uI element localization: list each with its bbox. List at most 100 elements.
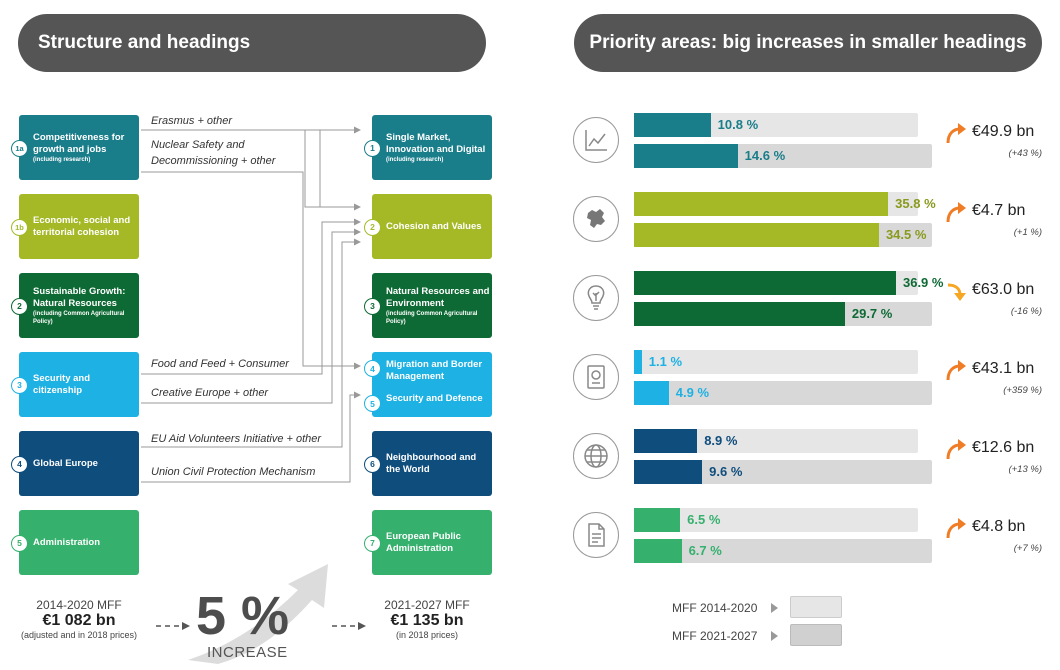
heading-title: Competitiveness for growth and jobs bbox=[33, 131, 125, 155]
change-amount: €4.8 bn bbox=[972, 518, 1026, 535]
bar-value-label: 34.5 % bbox=[885, 227, 927, 242]
heading-number: 3 bbox=[11, 376, 28, 394]
heading-number-5: 5 bbox=[364, 395, 381, 412]
arrow-down-icon bbox=[947, 283, 966, 301]
bar-track-2014: 35.8 % bbox=[634, 192, 936, 216]
right-heading-1: 1 Single Market, Innovation and Digital … bbox=[364, 115, 492, 180]
heading-number: 1 bbox=[364, 139, 381, 157]
bar-value-label: 35.8 % bbox=[895, 196, 936, 211]
bar-2021 bbox=[634, 302, 845, 326]
change-percent: (+43 %) bbox=[1008, 148, 1042, 159]
passport-icon bbox=[573, 354, 619, 400]
bar-track-2014: 10.8 % bbox=[634, 113, 918, 137]
heading-subtitle: (including Common Agricultural Policy) bbox=[33, 310, 125, 325]
left-heading-2: 2 Sustainable Growth: Natural Resources … bbox=[11, 273, 139, 338]
change-amount: €63.0 bn bbox=[972, 281, 1035, 298]
legend-label-2021: MFF 2021-2027 bbox=[672, 629, 758, 643]
bar-value-label: 14.6 % bbox=[744, 148, 786, 163]
bar-value-label: 36.9 % bbox=[902, 275, 944, 290]
change-amount: €43.1 bn bbox=[972, 360, 1035, 377]
lightbulb-plant-icon bbox=[573, 275, 619, 321]
legend-swatch-2014 bbox=[790, 596, 842, 618]
flow-label-civil-protection: Union Civil Protection Mechanism bbox=[151, 466, 316, 478]
bar-track-2021: 14.6 % bbox=[634, 144, 932, 168]
bar-track-2021: 34.5 % bbox=[634, 223, 932, 247]
heading-subtitle: (including research) bbox=[33, 156, 91, 163]
heading-title: Migration and Border Management bbox=[386, 359, 483, 382]
bar-2014 bbox=[634, 429, 698, 453]
increase-label: INCREASE bbox=[207, 644, 288, 661]
legend-label-2014: MFF 2014-2020 bbox=[672, 601, 758, 615]
right-heading-6: 6 Neighbourhood and the World bbox=[364, 431, 492, 496]
heading-number: 5 bbox=[11, 534, 28, 552]
arrow-up-icon bbox=[946, 360, 966, 381]
globe-icon bbox=[573, 433, 619, 479]
bar-2014 bbox=[634, 508, 681, 532]
structure-title: Structure and headings bbox=[18, 14, 486, 72]
flow-label-creative: Creative Europe + other bbox=[151, 387, 269, 399]
heading-number: 6 bbox=[364, 455, 381, 473]
bar-track-2021: 6.7 % bbox=[634, 539, 932, 563]
arrow-up-icon bbox=[946, 123, 966, 144]
heading-title: Administration bbox=[33, 536, 101, 548]
heading-title: Cohesion and Values bbox=[386, 220, 482, 232]
bar-value-label: 9.6 % bbox=[709, 464, 743, 479]
left-heading-4: 4 Global Europe bbox=[11, 431, 139, 496]
heading-title: Neighbourhood and the World bbox=[386, 451, 477, 475]
chart-icon bbox=[573, 117, 619, 163]
bar-track-2014: 6.5 % bbox=[634, 508, 918, 532]
bar-2021 bbox=[634, 381, 669, 405]
heading-title: Global Europe bbox=[33, 457, 98, 469]
bar-value-label: 8.9 % bbox=[704, 433, 738, 448]
heading-title: Economic, social and territorial cohesio… bbox=[33, 214, 131, 238]
bar-2021 bbox=[634, 539, 682, 563]
new-mff-note: (in 2018 prices) bbox=[395, 630, 459, 640]
left-heading-1b: 1b Economic, social and territorial cohe… bbox=[11, 194, 139, 259]
heading-title: Single Market, Innovation and Digital bbox=[386, 131, 486, 155]
heading-number: 2 bbox=[364, 218, 381, 236]
bar-2014 bbox=[634, 350, 642, 374]
flow-label-erasmus: Erasmus + other bbox=[151, 115, 233, 127]
old-mff-value: €1 082 bn bbox=[42, 612, 116, 629]
heading-number: 2 bbox=[11, 297, 28, 315]
heading-number: 7 bbox=[364, 534, 381, 552]
bar-track-2014: 36.9 % bbox=[634, 271, 943, 295]
bar-value-label: 10.8 % bbox=[717, 117, 759, 132]
change-amount: €4.7 bn bbox=[972, 202, 1026, 219]
arrow-up-icon bbox=[946, 518, 966, 539]
legend-swatch-2021 bbox=[790, 624, 842, 646]
bar-track-2021: 4.9 % bbox=[634, 381, 932, 405]
bar-2021 bbox=[634, 460, 703, 484]
bar-track-2014: 8.9 % bbox=[634, 429, 918, 453]
bar-value-label: 6.5 % bbox=[687, 512, 721, 527]
flow-label-nuclear-1: Nuclear Safety and bbox=[151, 139, 245, 151]
right-heading-3: 3 Natural Resources and Environment (inc… bbox=[364, 273, 492, 338]
bar-track-2014: 1.1 % bbox=[634, 350, 918, 374]
bar-value-label: 29.7 % bbox=[851, 306, 893, 321]
left-heading-3: 3 Security and citizenship bbox=[11, 352, 139, 417]
document-icon bbox=[573, 512, 619, 558]
heading-title: European Public Administration bbox=[386, 530, 461, 554]
new-mff-value: €1 135 bn bbox=[390, 612, 464, 629]
bar-value-label: 6.7 % bbox=[688, 543, 722, 558]
heading-subtitle: (including research) bbox=[386, 156, 444, 163]
heading-number: 4 bbox=[364, 360, 381, 377]
arrow-up-icon bbox=[946, 439, 966, 460]
heading-title: Sustainable Growth: Natural Resources bbox=[33, 285, 126, 309]
increase-value: 5 % bbox=[196, 586, 290, 646]
heading-title: Security and citizenship bbox=[33, 372, 91, 396]
right-heading-7: 7 European Public Administration bbox=[364, 510, 492, 575]
bar-2014 bbox=[634, 192, 889, 216]
right-heading-4-5: 4 Migration and Border Management 5 Secu… bbox=[364, 352, 492, 417]
change-percent: (+13 %) bbox=[1008, 464, 1042, 475]
eu-map-icon bbox=[573, 196, 619, 242]
right-heading-2: 2 Cohesion and Values bbox=[364, 194, 492, 259]
left-heading-5: 5 Administration bbox=[11, 510, 139, 575]
heading-number: 4 bbox=[11, 455, 28, 473]
change-percent: (+359 %) bbox=[1003, 385, 1042, 396]
change-percent: (+1 %) bbox=[1013, 227, 1042, 238]
flow-label-food: Food and Feed + Consumer bbox=[151, 358, 289, 370]
change-percent: (-16 %) bbox=[1010, 306, 1042, 317]
new-mff-label: 2021-2027 MFF bbox=[384, 598, 470, 612]
heading-subtitle: (including Common Agricultural Policy) bbox=[386, 310, 478, 325]
